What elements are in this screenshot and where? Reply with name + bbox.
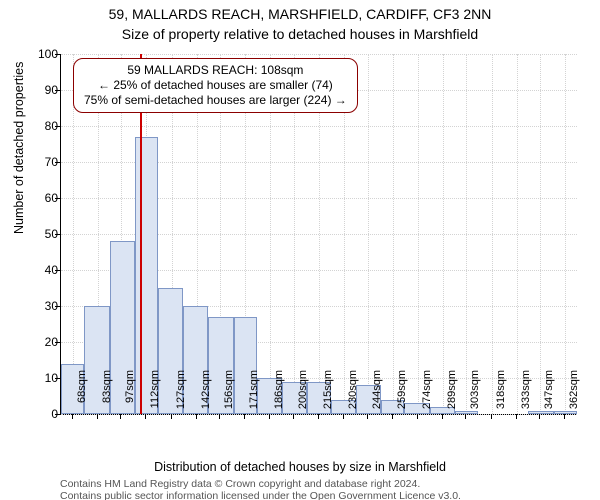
gridline-v (492, 54, 493, 414)
y-tick-label: 60 (28, 191, 58, 205)
y-tick-mark (55, 378, 60, 379)
x-axis-label: Distribution of detached houses by size … (0, 460, 600, 474)
gridline-v (368, 54, 369, 414)
x-tick-label: 362sqm (568, 370, 580, 420)
x-tick-label: 112sqm (149, 370, 161, 420)
gridline-v (466, 54, 467, 414)
y-tick-label: 100 (28, 47, 58, 61)
x-tick-mark (516, 414, 517, 419)
y-tick-label: 40 (28, 263, 58, 277)
x-tick-label: 156sqm (223, 370, 235, 420)
x-tick-label: 83sqm (101, 370, 113, 420)
y-tick-mark (55, 198, 60, 199)
x-tick-mark (196, 414, 197, 419)
info-box-line-3: 75% of semi-detached houses are larger (… (84, 93, 347, 108)
y-tick-label: 30 (28, 299, 58, 313)
x-tick-mark (392, 414, 393, 419)
x-tick-mark (367, 414, 368, 419)
x-tick-label: 68sqm (76, 370, 88, 420)
histogram-plot: 59 MALLARDS REACH: 108sqm ← 25% of detac… (60, 54, 577, 415)
x-tick-label: 127sqm (175, 370, 187, 420)
x-tick-label: 171sqm (248, 370, 260, 420)
y-tick-label: 80 (28, 119, 58, 133)
gridline-v (393, 54, 394, 414)
x-tick-label: 244sqm (371, 370, 383, 420)
x-tick-mark (219, 414, 220, 419)
y-tick-label: 20 (28, 335, 58, 349)
x-tick-mark (72, 414, 73, 419)
y-tick-mark (55, 162, 60, 163)
gridline-v (443, 54, 444, 414)
x-tick-label: 347sqm (543, 370, 555, 420)
gridline-v (540, 54, 541, 414)
y-tick-label: 50 (28, 227, 58, 241)
x-tick-mark (539, 414, 540, 419)
x-tick-mark (171, 414, 172, 419)
info-box-line-1: 59 MALLARDS REACH: 108sqm (84, 63, 347, 78)
x-tick-label: 274sqm (421, 370, 433, 420)
x-tick-label: 200sqm (297, 370, 309, 420)
x-tick-label: 289sqm (446, 370, 458, 420)
y-tick-mark (55, 54, 60, 55)
x-tick-label: 186sqm (273, 370, 285, 420)
x-tick-label: 259sqm (396, 370, 408, 420)
credits-line-2: Contains public sector information licen… (60, 490, 461, 500)
x-tick-mark (97, 414, 98, 419)
x-tick-mark (120, 414, 121, 419)
gridline-v (517, 54, 518, 414)
y-tick-label: 10 (28, 371, 58, 385)
y-tick-mark (55, 234, 60, 235)
y-tick-mark (55, 306, 60, 307)
credits-line-1: Contains HM Land Registry data © Crown c… (60, 478, 420, 490)
page-subtitle: Size of property relative to detached ho… (0, 26, 600, 42)
x-tick-label: 142sqm (200, 370, 212, 420)
y-tick-mark (55, 342, 60, 343)
x-tick-mark (491, 414, 492, 419)
y-axis-label: Number of detached properties (12, 62, 26, 234)
x-tick-mark (269, 414, 270, 419)
x-tick-mark (318, 414, 319, 419)
y-tick-mark (55, 414, 60, 415)
y-tick-label: 90 (28, 83, 58, 97)
x-tick-mark (244, 414, 245, 419)
y-tick-mark (55, 126, 60, 127)
info-box: 59 MALLARDS REACH: 108sqm ← 25% of detac… (73, 58, 358, 113)
x-tick-label: 215sqm (322, 370, 334, 420)
gridline-v (418, 54, 419, 414)
x-tick-mark (442, 414, 443, 419)
x-tick-label: 333sqm (520, 370, 532, 420)
x-tick-label: 97sqm (124, 370, 136, 420)
x-tick-mark (343, 414, 344, 419)
x-tick-mark (145, 414, 146, 419)
y-tick-label: 0 (28, 407, 58, 421)
y-tick-label: 70 (28, 155, 58, 169)
x-tick-mark (417, 414, 418, 419)
x-tick-mark (564, 414, 565, 419)
y-tick-mark (55, 90, 60, 91)
info-box-line-2: ← 25% of detached houses are smaller (74… (84, 78, 347, 93)
x-tick-mark (465, 414, 466, 419)
gridline-v (565, 54, 566, 414)
y-tick-mark (55, 270, 60, 271)
page-title: 59, MALLARDS REACH, MARSHFIELD, CARDIFF,… (0, 6, 600, 22)
x-tick-label: 230sqm (347, 370, 359, 420)
x-tick-label: 303sqm (469, 370, 481, 420)
x-tick-mark (293, 414, 294, 419)
x-tick-label: 318sqm (495, 370, 507, 420)
